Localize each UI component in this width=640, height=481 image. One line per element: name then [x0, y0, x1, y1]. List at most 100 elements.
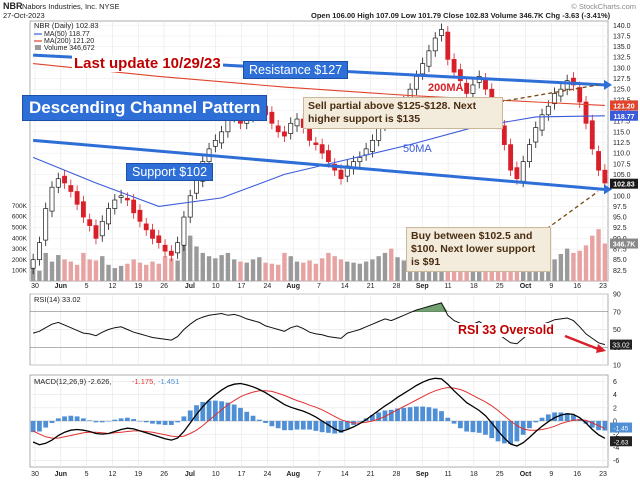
macd-hist-bar: [62, 416, 67, 421]
volume-bar: [238, 261, 243, 281]
buy-note: Buy between $102.5 and $100. Next lower …: [406, 227, 551, 272]
macd-hist-bar: [395, 408, 400, 421]
volume-bar: [175, 260, 180, 281]
volume-bar: [596, 229, 601, 281]
legend-main: NBR (Daily) 102.83: [34, 21, 99, 30]
macd-tick-label: 4: [613, 392, 617, 399]
macd-hist-bar: [407, 407, 413, 421]
macd-hist-bar: [150, 421, 155, 424]
volume-bar: [206, 256, 212, 281]
candle-body: [470, 84, 476, 94]
ma200-label: 200MA: [428, 82, 464, 94]
candle-body: [49, 186, 55, 212]
volume-tick-label: 600K: [12, 214, 28, 221]
price-tick-label: 127.5: [613, 76, 631, 83]
ma50-line: [32, 115, 605, 207]
candle-body: [112, 199, 118, 209]
macd-hist-bar: [388, 409, 394, 421]
macd-hist-bar: [451, 421, 457, 424]
price-tick-label: 87.5: [613, 247, 627, 254]
macd-hist-bar: [282, 421, 287, 431]
candle-body: [68, 185, 74, 192]
ticker-symbol: NBR: [3, 1, 23, 11]
chart-date: 27-Oct-2023: [3, 11, 45, 20]
candle-body: [313, 142, 319, 145]
volume-bar: [257, 257, 262, 281]
sell-arrow: [492, 84, 599, 104]
x-tick-label: 12: [109, 471, 117, 478]
volume-tick-label: 400K: [12, 235, 28, 242]
volume-bar: [338, 259, 344, 281]
macd-hist-bar: [275, 421, 281, 429]
x-tick-label: 11: [444, 283, 451, 290]
candle-body: [508, 144, 514, 171]
x-tick-label: 26: [160, 283, 168, 290]
macd-legend-signal: -1.175,: [132, 377, 155, 386]
macd-hist-bar: [194, 405, 199, 421]
volume-bar: [269, 263, 275, 281]
volume-tick-label: 300K: [12, 246, 28, 253]
macd-hist-bar: [382, 410, 388, 421]
x-tick-label: 17: [238, 471, 246, 478]
volume-bar: [200, 252, 205, 281]
candle-body: [99, 220, 105, 237]
x-tick-label: 10: [212, 471, 220, 478]
candle-body: [369, 139, 375, 152]
volume-bar: [194, 246, 199, 281]
price-tick-label: 135.0: [613, 44, 631, 51]
candle-body: [74, 191, 80, 205]
macd-hist-bar: [501, 421, 507, 444]
price-tick-label: 132.5: [613, 55, 631, 62]
candle-body: [420, 63, 426, 75]
candle-body: [143, 223, 149, 231]
volume-bar: [231, 259, 237, 281]
macd-hist-bar: [118, 418, 124, 421]
volume-bar: [389, 248, 394, 281]
volume-bar: [43, 252, 48, 281]
volume-bar: [56, 255, 61, 281]
volume-bar: [376, 256, 381, 281]
candle-body: [43, 208, 49, 241]
volume-bar: [131, 259, 136, 281]
candle-body: [282, 131, 287, 137]
x-tick-label: Aug: [286, 471, 300, 478]
volume-bar: [382, 252, 388, 281]
macd-hist-bar: [357, 421, 363, 422]
candle-body: [30, 259, 36, 269]
price-tick-label: 82.5: [613, 268, 627, 275]
candle-body: [118, 195, 124, 198]
macd-tick-label: -6: [613, 458, 619, 465]
volume-bar: [275, 264, 281, 281]
x-tick-label: Oct: [520, 471, 532, 478]
macd-tick-label: -2: [613, 432, 619, 439]
macd-hist-bar: [244, 411, 250, 421]
x-tick-label: 28: [393, 471, 401, 478]
macd-hist-bar: [81, 418, 86, 421]
x-tick-label: 5: [85, 471, 89, 478]
candle-body: [464, 82, 470, 94]
volume-bar: [219, 255, 224, 281]
sell-note: Sell partial above $125-$128. Next highe…: [303, 97, 503, 129]
volume-bar: [118, 265, 124, 281]
volume-bar: [326, 252, 331, 281]
x-tick-label: 14: [341, 283, 349, 290]
macd-hist-bar: [68, 415, 74, 421]
x-tick-label: 23: [599, 283, 607, 290]
candle-body: [338, 169, 344, 180]
volume-bar: [81, 252, 86, 281]
macd-hist-bar: [300, 421, 306, 430]
x-tick-label: 24: [263, 283, 271, 290]
volume-bar: [288, 256, 293, 281]
volume-bar: [590, 235, 595, 281]
candle-body: [545, 105, 551, 116]
legend-ma50: MA(50) 118.77: [44, 31, 90, 38]
x-tick-label: 9: [549, 283, 553, 290]
macd-tick-label: 0: [613, 419, 617, 426]
macd-hist-bar: [344, 421, 350, 429]
price-tick-label: 112.5: [613, 140, 630, 147]
macd-tick-label: 2: [613, 405, 617, 412]
rsi-arrow: [564, 334, 599, 351]
volume-bar: [68, 261, 74, 281]
candle-body: [552, 93, 558, 105]
